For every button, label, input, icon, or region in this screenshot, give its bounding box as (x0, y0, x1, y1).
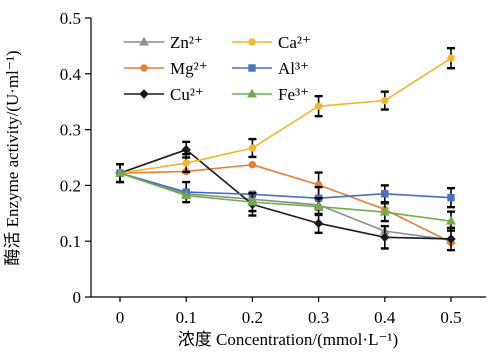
series-2-line (119, 148, 452, 240)
legend-3-point (248, 38, 256, 46)
y-axis-title: 酶活 Enzyme activity/(U·ml⁻¹) (3, 50, 22, 265)
series-3-point (314, 102, 323, 110)
series-3-point (447, 54, 455, 62)
y-tick-label: 0.1 (60, 232, 81, 251)
legend-item-0: Zn²⁺ (124, 33, 203, 52)
legend-label: Cu²⁺ (170, 85, 204, 104)
y-tick-label: 0.4 (60, 65, 82, 84)
series-3-point (182, 159, 190, 167)
y-tick-label: 0.3 (60, 121, 81, 140)
legend-item-5: Fe³⁺ (232, 85, 309, 104)
series-group (115, 46, 456, 252)
series-5-point (115, 167, 125, 177)
y-tick-label: 0 (73, 288, 82, 307)
x-tick-label: 0.3 (308, 308, 329, 327)
series-4-point (381, 190, 389, 198)
ticks-group: 0 0.1 0.2 0.3 0.4 0.5 0 0.1 0.2 0.3 0.4 0.5 (60, 9, 462, 327)
legend-label: Mg²⁺ (170, 59, 208, 78)
series-5-line (119, 172, 452, 222)
series-1-point (248, 161, 257, 169)
series-3-point (248, 144, 257, 152)
legend-0-point (139, 36, 149, 46)
legend-item-4: Al³⁺ (232, 59, 309, 78)
series-4-point (447, 193, 455, 202)
series-4-line (119, 172, 452, 200)
series-2-point (446, 234, 456, 244)
legend-label: Fe³⁺ (278, 85, 309, 104)
legend-4-point (248, 64, 256, 72)
series-0-line (119, 172, 452, 241)
series-5-point (247, 196, 258, 206)
series-5-point (313, 201, 324, 211)
legend-label: Al³⁺ (278, 59, 309, 78)
series-0 (115, 167, 456, 244)
x-axis-title: 浓度 Concentration/(mmol·L⁻¹) (178, 330, 398, 349)
legend-label: Ca²⁺ (278, 33, 311, 52)
x-tick-label: 0.1 (176, 308, 197, 327)
legend-item-2: Cu²⁺ (124, 85, 204, 104)
series-2-point (313, 218, 324, 229)
legend: Zn²⁺ Mg²⁺ Cu²⁺ Ca²⁺ Al³⁺ Fe³⁺ (124, 33, 311, 104)
series-3-point (381, 96, 389, 105)
legend-item-1: Mg²⁺ (124, 59, 208, 78)
series-5-point (181, 190, 192, 199)
series-5-point (379, 206, 390, 216)
x-tick-label: 0 (116, 308, 125, 327)
series-3-line (119, 57, 452, 174)
x-tick-label: 0.4 (374, 308, 396, 327)
legend-5-point (247, 88, 257, 98)
series-5-point (446, 215, 456, 225)
x-tick-label: 0.5 (440, 308, 461, 327)
series-2-point (380, 232, 390, 243)
x-tick-label: 0.2 (242, 308, 263, 327)
legend-label: Zn²⁺ (170, 33, 203, 52)
legend-1-point (140, 64, 148, 72)
y-tick-label: 0.5 (60, 9, 81, 28)
legend-2-point (139, 89, 149, 99)
legend-item-3: Ca²⁺ (232, 33, 311, 52)
series-5 (115, 162, 456, 232)
series-1-line (119, 163, 452, 244)
y-tick-label: 0.2 (60, 176, 81, 195)
